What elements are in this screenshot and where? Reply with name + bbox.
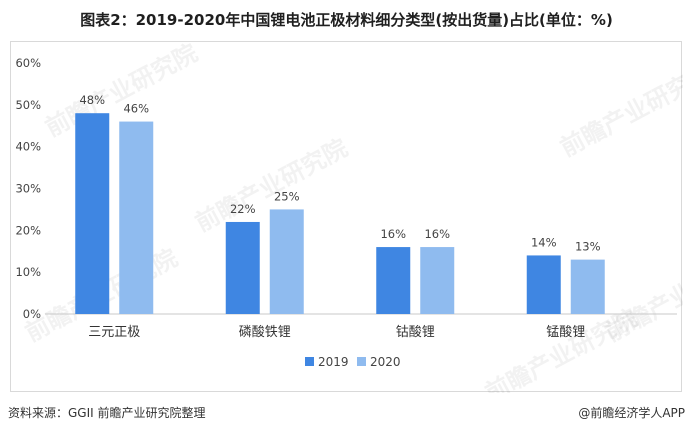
legend-label: 2019 <box>318 355 349 369</box>
data-label: 13% <box>575 240 601 254</box>
legend-swatch <box>305 357 314 366</box>
brand-credit: @前瞻经济学人APP <box>578 404 685 421</box>
x-tick-label: 三元正极 <box>88 325 140 340</box>
chart-frame: 前瞻产业研究院前瞻产业研究院前瞻产业研究院前瞻产业研究院前瞻产业研究院前瞻产业研… <box>10 41 683 393</box>
y-tick-label: 50% <box>15 98 41 112</box>
data-label: 16% <box>424 227 450 241</box>
data-label: 48% <box>79 93 105 107</box>
y-tick-label: 30% <box>15 182 41 196</box>
watermark-text: 前瞻产业研究院 <box>481 304 642 393</box>
legend-swatch <box>357 357 366 366</box>
bar <box>420 247 455 314</box>
data-label: 25% <box>274 189 300 203</box>
x-tick-label: 钴酸锂 <box>396 325 435 340</box>
y-tick-label: 0% <box>23 307 41 321</box>
data-label: 46% <box>123 102 149 116</box>
bar <box>269 209 304 314</box>
x-tick-label: 锰酸锂 <box>546 325 585 340</box>
y-tick-label: 10% <box>15 265 41 279</box>
bar <box>225 221 260 314</box>
y-tick-label: 60% <box>15 56 41 70</box>
data-label: 22% <box>230 202 256 216</box>
bar <box>75 113 110 314</box>
x-tick-label: 磷酸铁锂 <box>239 325 291 340</box>
bar <box>570 259 605 314</box>
brand-text: @前瞻经济学人APP <box>578 405 685 420</box>
data-label: 14% <box>531 235 557 249</box>
bar <box>119 121 154 314</box>
y-tick-label: 20% <box>15 223 41 237</box>
legend-label: 2020 <box>370 355 401 369</box>
footer: 资料来源：GGII 前瞻产业研究院整理 @前瞻经济学人APP <box>8 400 685 424</box>
bar-chart: 前瞻产业研究院前瞻产业研究院前瞻产业研究院前瞻产业研究院前瞻产业研究院前瞻产业研… <box>15 42 683 393</box>
bar <box>376 247 411 314</box>
watermark-text: 前瞻产业研究院 <box>556 59 683 163</box>
data-label: 16% <box>380 227 406 241</box>
bar <box>526 255 561 314</box>
y-tick-label: 40% <box>15 140 41 154</box>
chart-title: 图表2：2019-2020年中国锂电池正极材料细分类型(按出货量)占比(单位：%… <box>80 11 613 29</box>
source-note: 资料来源：GGII 前瞻产业研究院整理 <box>8 405 206 420</box>
